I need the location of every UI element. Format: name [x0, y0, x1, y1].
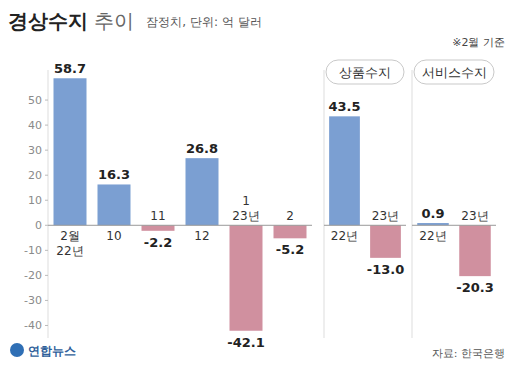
y-axis-line — [412, 70, 413, 338]
bar — [459, 225, 491, 276]
chart-panel: 서비스수지 0.9 22년 -20.3 23년 — [412, 60, 496, 338]
y-tick-label: 30 — [28, 144, 42, 157]
data-label: -2.2 — [144, 235, 172, 250]
panel-title: 서비스수지 — [422, 65, 487, 80]
logo: 연합뉴스 — [28, 344, 76, 358]
bar — [186, 158, 219, 225]
data-label: -5.2 — [276, 242, 304, 257]
y-tick — [45, 100, 48, 101]
chart-canvas: 경상수지 추이 잠정치, 단위: 억 달러 ※2월 기준 -40 -30 -20 -10 0 1… — [0, 0, 517, 375]
bars — [54, 78, 307, 330]
logo-mark — [10, 343, 24, 357]
panel-title: 상품수지 — [339, 65, 391, 80]
y-tick — [45, 300, 48, 301]
y-tick-label: -40 — [24, 319, 42, 332]
data-label: 0.9 — [421, 206, 444, 221]
y-tick — [45, 125, 48, 126]
y-tick — [45, 275, 48, 276]
data-label: 58.7 — [54, 61, 86, 76]
panel-title-box — [414, 60, 494, 84]
x-tick-label: 2월22년 — [56, 229, 83, 258]
y-tick-label: 0 — [35, 219, 42, 232]
subtitle: 잠정치, 단위: 억 달러 — [146, 15, 261, 29]
x-tick-label: 23년 — [461, 209, 488, 223]
y-tick — [45, 325, 48, 326]
title: 경상수지 추이 — [8, 9, 134, 33]
x-tick-label: 23년 — [372, 209, 399, 223]
bar — [142, 225, 175, 231]
data-label: 43.5 — [328, 99, 360, 114]
bars — [329, 116, 401, 258]
background — [0, 0, 517, 375]
y-tick — [45, 175, 48, 176]
y-tick-label: 20 — [28, 169, 42, 182]
source: 자료: 한국은행 — [432, 347, 505, 360]
data-label: -13.0 — [367, 262, 404, 277]
bar — [370, 225, 401, 258]
x-tick-label: 11 — [150, 209, 165, 223]
bar — [98, 184, 131, 225]
bar — [54, 78, 87, 225]
zero-line — [412, 225, 496, 226]
data-label: -42.1 — [227, 335, 264, 350]
data-label: -20.3 — [456, 280, 493, 295]
x-tick-label: 123년 — [232, 194, 259, 223]
y-tick-label: 50 — [28, 94, 42, 107]
x-tick-label: 10 — [106, 229, 121, 243]
zero-line — [324, 225, 406, 226]
bar — [329, 116, 360, 225]
note: ※2월 기준 — [452, 36, 505, 49]
panel-title-box — [326, 60, 404, 84]
data-label: 16.3 — [98, 167, 130, 182]
data-label: 26.8 — [186, 141, 218, 156]
y-axis-line — [324, 70, 325, 338]
y-tick-label: -10 — [24, 244, 42, 257]
x-tick-label: 22년 — [331, 229, 358, 243]
chart-panel: 상품수지 43.5 22년 -13.0 23년 — [324, 60, 406, 338]
x-tick-label: 12 — [194, 229, 209, 243]
chart-panel: -40 -30 -20 -10 0 10 20 30 40 50 58.7 2월22년 16.3 10 -2… — [24, 61, 312, 349]
y-tick — [45, 250, 48, 251]
x-tick-label: 2 — [286, 209, 294, 223]
zero-line — [48, 225, 312, 226]
bars — [417, 223, 491, 276]
y-tick — [45, 225, 48, 226]
y-tick-label: 10 — [28, 194, 42, 207]
y-tick-label: -20 — [24, 269, 42, 282]
y-tick — [45, 150, 48, 151]
bar — [274, 225, 307, 238]
y-axis-line — [48, 70, 49, 338]
y-tick-label: 40 — [28, 119, 42, 132]
bar — [230, 225, 263, 330]
x-tick-label: 22년 — [419, 229, 446, 243]
y-tick-label: -30 — [24, 294, 42, 307]
y-tick — [45, 200, 48, 201]
